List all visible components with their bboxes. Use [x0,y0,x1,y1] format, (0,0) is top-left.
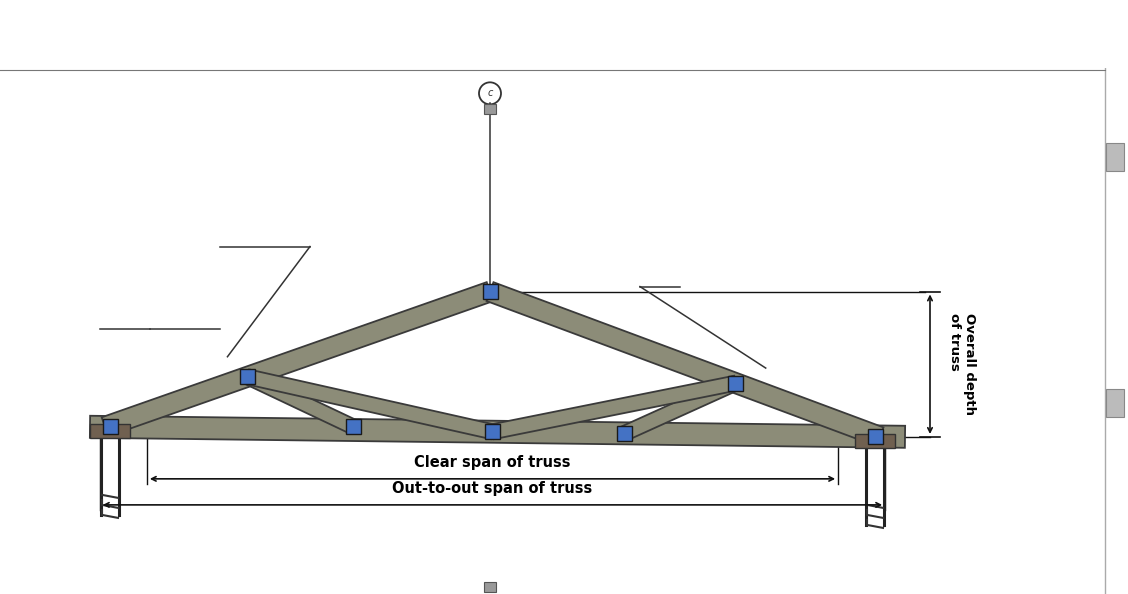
Bar [103,419,117,434]
Bar [855,434,895,448]
Polygon shape [486,282,883,446]
Bar [484,105,496,115]
Text: Overall depth
of truss: Overall depth of truss [948,313,976,415]
Bar [617,426,632,441]
Bar [867,429,882,444]
Polygon shape [246,369,494,439]
Polygon shape [622,376,739,440]
Bar [483,284,497,299]
Polygon shape [491,376,738,439]
Polygon shape [102,282,493,436]
Bar [485,424,500,440]
Text: Clear span of truss: Clear span of truss [414,455,571,470]
Bar [729,375,743,391]
Bar [1105,388,1123,417]
Bar [240,369,255,384]
Bar [484,582,496,592]
Text: Out-to-out span of truss: Out-to-out span of truss [393,481,592,496]
Bar [345,419,361,434]
Polygon shape [245,370,356,434]
Text: c: c [487,89,493,99]
Polygon shape [90,416,905,448]
Text: 5.  Label the different components of the wood truss: (4pts): 5. Label the different components of the… [25,26,737,46]
Bar [1105,143,1123,172]
Bar [90,424,130,438]
